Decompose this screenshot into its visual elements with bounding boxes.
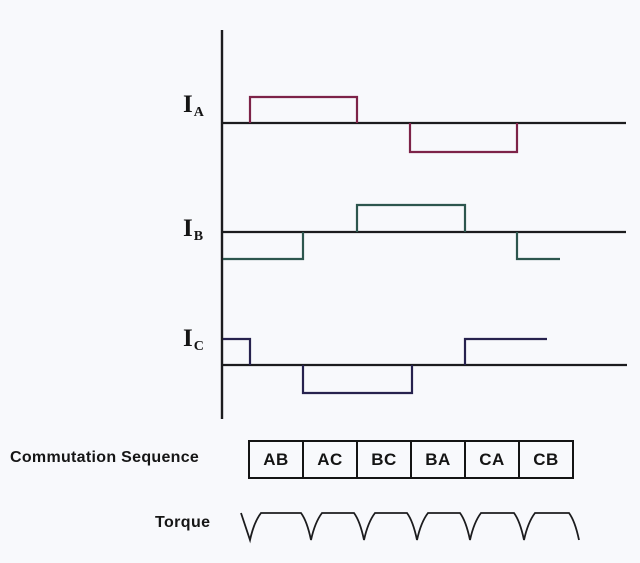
commutation-cell-3: BC bbox=[358, 442, 412, 477]
phase-b-label-base: I bbox=[183, 215, 193, 242]
phase-a-label-base: I bbox=[183, 91, 193, 118]
commutation-cell-2: AC bbox=[304, 442, 358, 477]
commutation-sequence-table: AB AC BC BA CA CB bbox=[248, 440, 574, 479]
commutation-cell-6: CB bbox=[533, 449, 559, 469]
torque-label: Torque bbox=[155, 514, 211, 531]
commutation-cell-1: AB bbox=[250, 442, 304, 477]
phase-c-label: IC bbox=[183, 326, 204, 354]
phase-c-label-base: I bbox=[183, 325, 193, 352]
phase-a-label-subscript: A bbox=[193, 105, 204, 120]
phase-b-label: IB bbox=[183, 216, 203, 244]
phase-c-label-subscript: C bbox=[193, 339, 204, 354]
phase-a-label: IA bbox=[183, 92, 204, 120]
commutation-sequence-label: Commutation Sequence bbox=[10, 449, 200, 466]
commutation-cell-5: CA bbox=[466, 442, 520, 477]
commutation-cell-4: BA bbox=[412, 442, 466, 477]
phase-b-label-subscript: B bbox=[193, 229, 204, 244]
